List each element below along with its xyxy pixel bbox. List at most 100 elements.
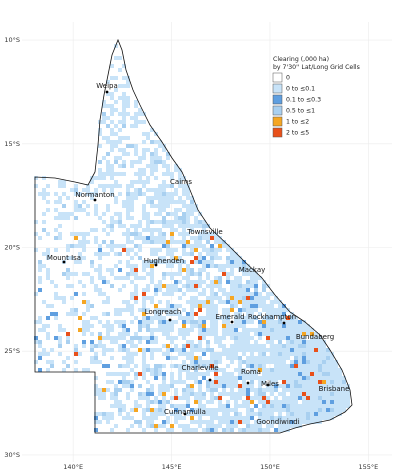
grid-cell — [142, 120, 146, 124]
grid-cell — [134, 244, 138, 248]
grid-cell — [226, 264, 230, 268]
grid-cell — [334, 404, 338, 408]
grid-cell — [126, 84, 130, 88]
grid-cell — [150, 232, 154, 236]
grid-cell — [258, 396, 262, 400]
grid-cell — [258, 300, 262, 304]
grid-cell — [242, 320, 246, 324]
grid-cell — [150, 160, 154, 164]
grid-cell — [266, 308, 270, 312]
grid-cell — [46, 248, 50, 252]
grid-cell — [214, 424, 218, 428]
grid-cell — [102, 336, 106, 340]
grid-cell — [186, 288, 190, 292]
grid-cell — [190, 428, 194, 432]
grid-cell — [86, 212, 90, 216]
city-dot — [93, 198, 97, 202]
grid-cell — [310, 364, 314, 368]
grid-cell — [106, 168, 110, 172]
grid-cell — [58, 336, 62, 340]
grid-cell — [158, 200, 162, 204]
grid-cell — [246, 268, 250, 272]
grid-cell — [262, 332, 266, 336]
grid-cell — [306, 392, 310, 396]
grid-cell — [182, 336, 186, 340]
grid-cell — [122, 284, 126, 288]
grid-cell — [186, 356, 190, 360]
grid-cell — [226, 372, 230, 376]
grid-cell — [306, 364, 310, 368]
grid-cell — [162, 196, 166, 200]
grid-cell — [326, 356, 330, 360]
grid-cell — [102, 228, 106, 232]
grid-cell — [334, 392, 338, 396]
grid-cell — [162, 400, 166, 404]
grid-cell — [34, 248, 38, 252]
grid-cell — [118, 244, 122, 248]
grid-cell — [182, 216, 186, 220]
grid-cell — [94, 284, 98, 288]
grid-cell — [210, 236, 214, 240]
grid-cell — [74, 260, 78, 264]
grid-cell — [166, 168, 170, 172]
grid-cell — [166, 260, 170, 264]
grid-cell — [114, 184, 118, 188]
grid-cell — [230, 424, 234, 428]
grid-cell — [82, 248, 86, 252]
grid-cell — [166, 224, 170, 228]
grid-cell — [302, 352, 306, 356]
grid-cell — [102, 392, 106, 396]
grid-cell — [70, 212, 74, 216]
grid-cell — [62, 368, 66, 372]
grid-cell — [286, 344, 290, 348]
grid-cell — [150, 204, 154, 208]
grid-cell — [226, 328, 230, 332]
grid-cell — [118, 56, 122, 60]
grid-cell — [118, 192, 122, 196]
grid-cell — [154, 196, 158, 200]
grid-cell — [178, 172, 182, 176]
grid-cell — [306, 384, 310, 388]
grid-cell — [282, 404, 286, 408]
grid-cell — [266, 316, 270, 320]
grid-cell — [166, 428, 170, 432]
grid-cell — [282, 308, 286, 312]
grid-cell — [214, 356, 218, 360]
grid-cell — [46, 252, 50, 256]
grid-cell — [234, 416, 238, 420]
grid-cell — [230, 356, 234, 360]
grid-cell — [262, 288, 266, 292]
grid-cell — [110, 372, 114, 376]
grid-cell — [110, 144, 114, 148]
grid-cell — [138, 328, 142, 332]
grid-cell — [190, 392, 194, 396]
grid-cell — [82, 200, 86, 204]
grid-cell — [318, 376, 322, 380]
grid-cell — [74, 188, 78, 192]
grid-cell — [38, 276, 42, 280]
grid-cell — [142, 316, 146, 320]
grid-cell — [122, 372, 126, 376]
grid-cell — [302, 320, 306, 324]
grid-cell — [130, 124, 134, 128]
grid-cell — [106, 312, 110, 316]
grid-cell — [326, 400, 330, 404]
grid-cell — [166, 264, 170, 268]
grid-cell — [146, 388, 150, 392]
grid-cell — [158, 212, 162, 216]
grid-cell — [314, 360, 318, 364]
grid-cell — [182, 276, 186, 280]
grid-cell — [154, 372, 158, 376]
grid-cell — [42, 196, 46, 200]
grid-cell — [266, 376, 270, 380]
grid-cell — [126, 308, 130, 312]
grid-cell — [290, 380, 294, 384]
grid-cell — [274, 368, 278, 372]
grid-cell — [290, 408, 294, 412]
city-dot — [230, 320, 234, 324]
grid-cell — [286, 420, 290, 424]
grid-cell — [322, 396, 326, 400]
grid-cell — [130, 264, 134, 268]
grid-cell — [66, 216, 70, 220]
grid-cell — [130, 248, 134, 252]
